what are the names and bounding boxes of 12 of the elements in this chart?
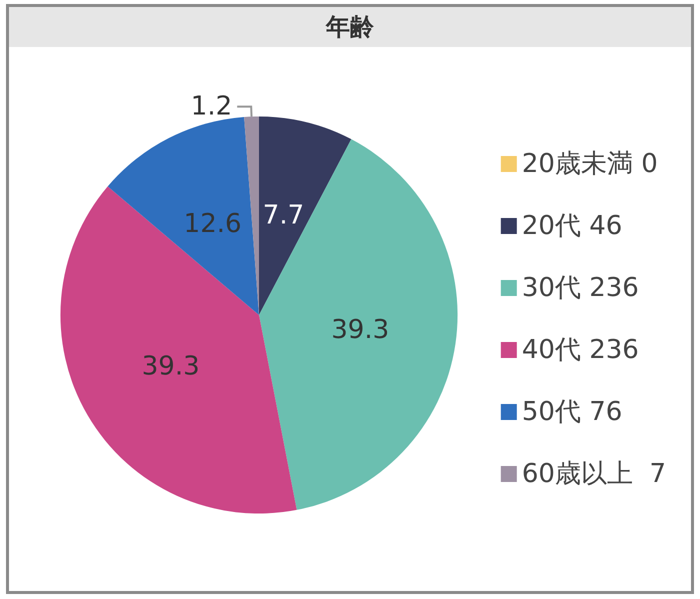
chart-title: 年齢 xyxy=(9,7,691,47)
data-label: 7.7 xyxy=(262,200,304,231)
legend-label: 60歳以上 7 xyxy=(522,459,666,489)
data-label: 12.6 xyxy=(184,208,242,239)
legend-label: 20歳未満 0 xyxy=(522,149,658,179)
legend-label: 40代 236 xyxy=(522,335,639,365)
legend-label: 50代 76 xyxy=(522,397,622,427)
data-label: 1.2 xyxy=(190,92,232,122)
data-label: 39.3 xyxy=(142,352,200,382)
legend-label: 30代 236 xyxy=(522,273,639,303)
data-label: 39.3 xyxy=(331,314,390,345)
legend-label: 20代 46 xyxy=(522,211,622,241)
